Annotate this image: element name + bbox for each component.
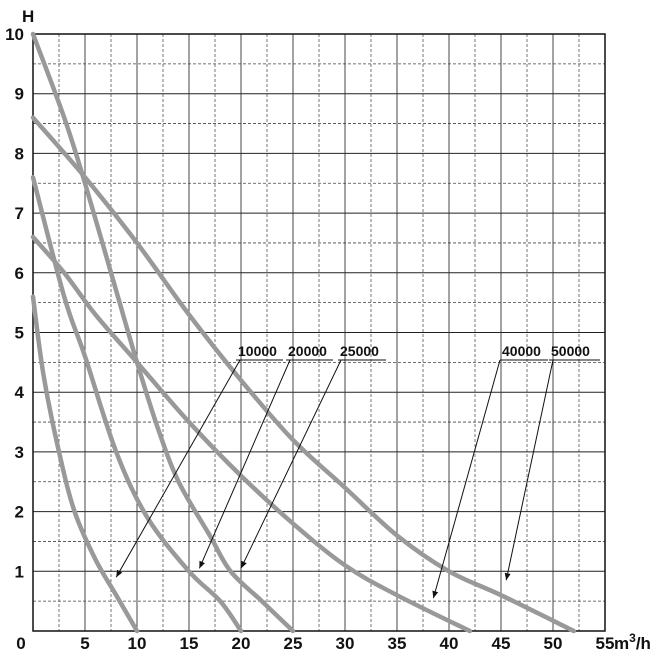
annotation-leader	[240, 359, 342, 569]
annotation-leaders: 10000 20000 25000 40000 50000	[115, 343, 600, 599]
y-tick-label: 2	[15, 503, 24, 522]
annotation-label-10000: 10000	[238, 343, 277, 359]
annotation-arrowhead	[199, 560, 205, 569]
x-tick-label: 10	[128, 634, 147, 653]
y-tick-label: 10	[5, 25, 24, 44]
x-tick-label: 35	[388, 634, 407, 653]
y-tick-label: 4	[15, 383, 25, 402]
y-tick-label: 5	[15, 324, 24, 343]
y-tick-label: 3	[15, 443, 24, 462]
annotation-label-20000: 20000	[288, 343, 327, 359]
x-tick-label: 0	[16, 634, 25, 653]
curve-50000	[30, 115, 577, 634]
curve-40000	[30, 234, 473, 634]
annotation-arrowhead	[432, 590, 439, 599]
annotation-leader	[505, 359, 554, 581]
annotation-label-50000: 50000	[551, 343, 590, 359]
annotation-leader	[198, 359, 291, 569]
annotation-label-25000: 25000	[340, 343, 379, 359]
plot-area-frame	[32, 33, 606, 632]
annotation-label-40000: 40000	[502, 343, 541, 359]
x-tick-label: 25	[284, 634, 303, 653]
x-tick-label: 20	[232, 634, 251, 653]
annotation-leader	[115, 359, 241, 578]
y-tick-label: 6	[15, 264, 24, 283]
x-tick-label: 50	[544, 634, 563, 653]
y-tick-label: 7	[15, 204, 24, 223]
y-axis-title: H	[22, 7, 34, 26]
curve-25000	[30, 31, 296, 634]
y-tick-label: 8	[15, 144, 24, 163]
curve-series	[30, 31, 577, 634]
annotation-leader	[432, 359, 501, 599]
curve-20000	[30, 175, 244, 634]
x-tick-label: 55	[596, 634, 615, 653]
y-tick-label: 1	[15, 562, 24, 581]
annotation-arrowhead	[241, 560, 247, 569]
x-tick-label: 30	[336, 634, 355, 653]
annotation-arrowhead	[116, 569, 123, 578]
x-tick-label: 45	[492, 634, 511, 653]
x-tick-label: 5	[80, 634, 89, 653]
curve-10000	[30, 294, 140, 634]
major-grid	[33, 34, 605, 631]
x-tick-label: 40	[440, 634, 459, 653]
annotation-arrowhead	[504, 572, 511, 581]
x-axis-title: m3/h	[614, 631, 651, 653]
y-tick-label: 9	[15, 85, 24, 104]
x-tick-label: 15	[180, 634, 199, 653]
